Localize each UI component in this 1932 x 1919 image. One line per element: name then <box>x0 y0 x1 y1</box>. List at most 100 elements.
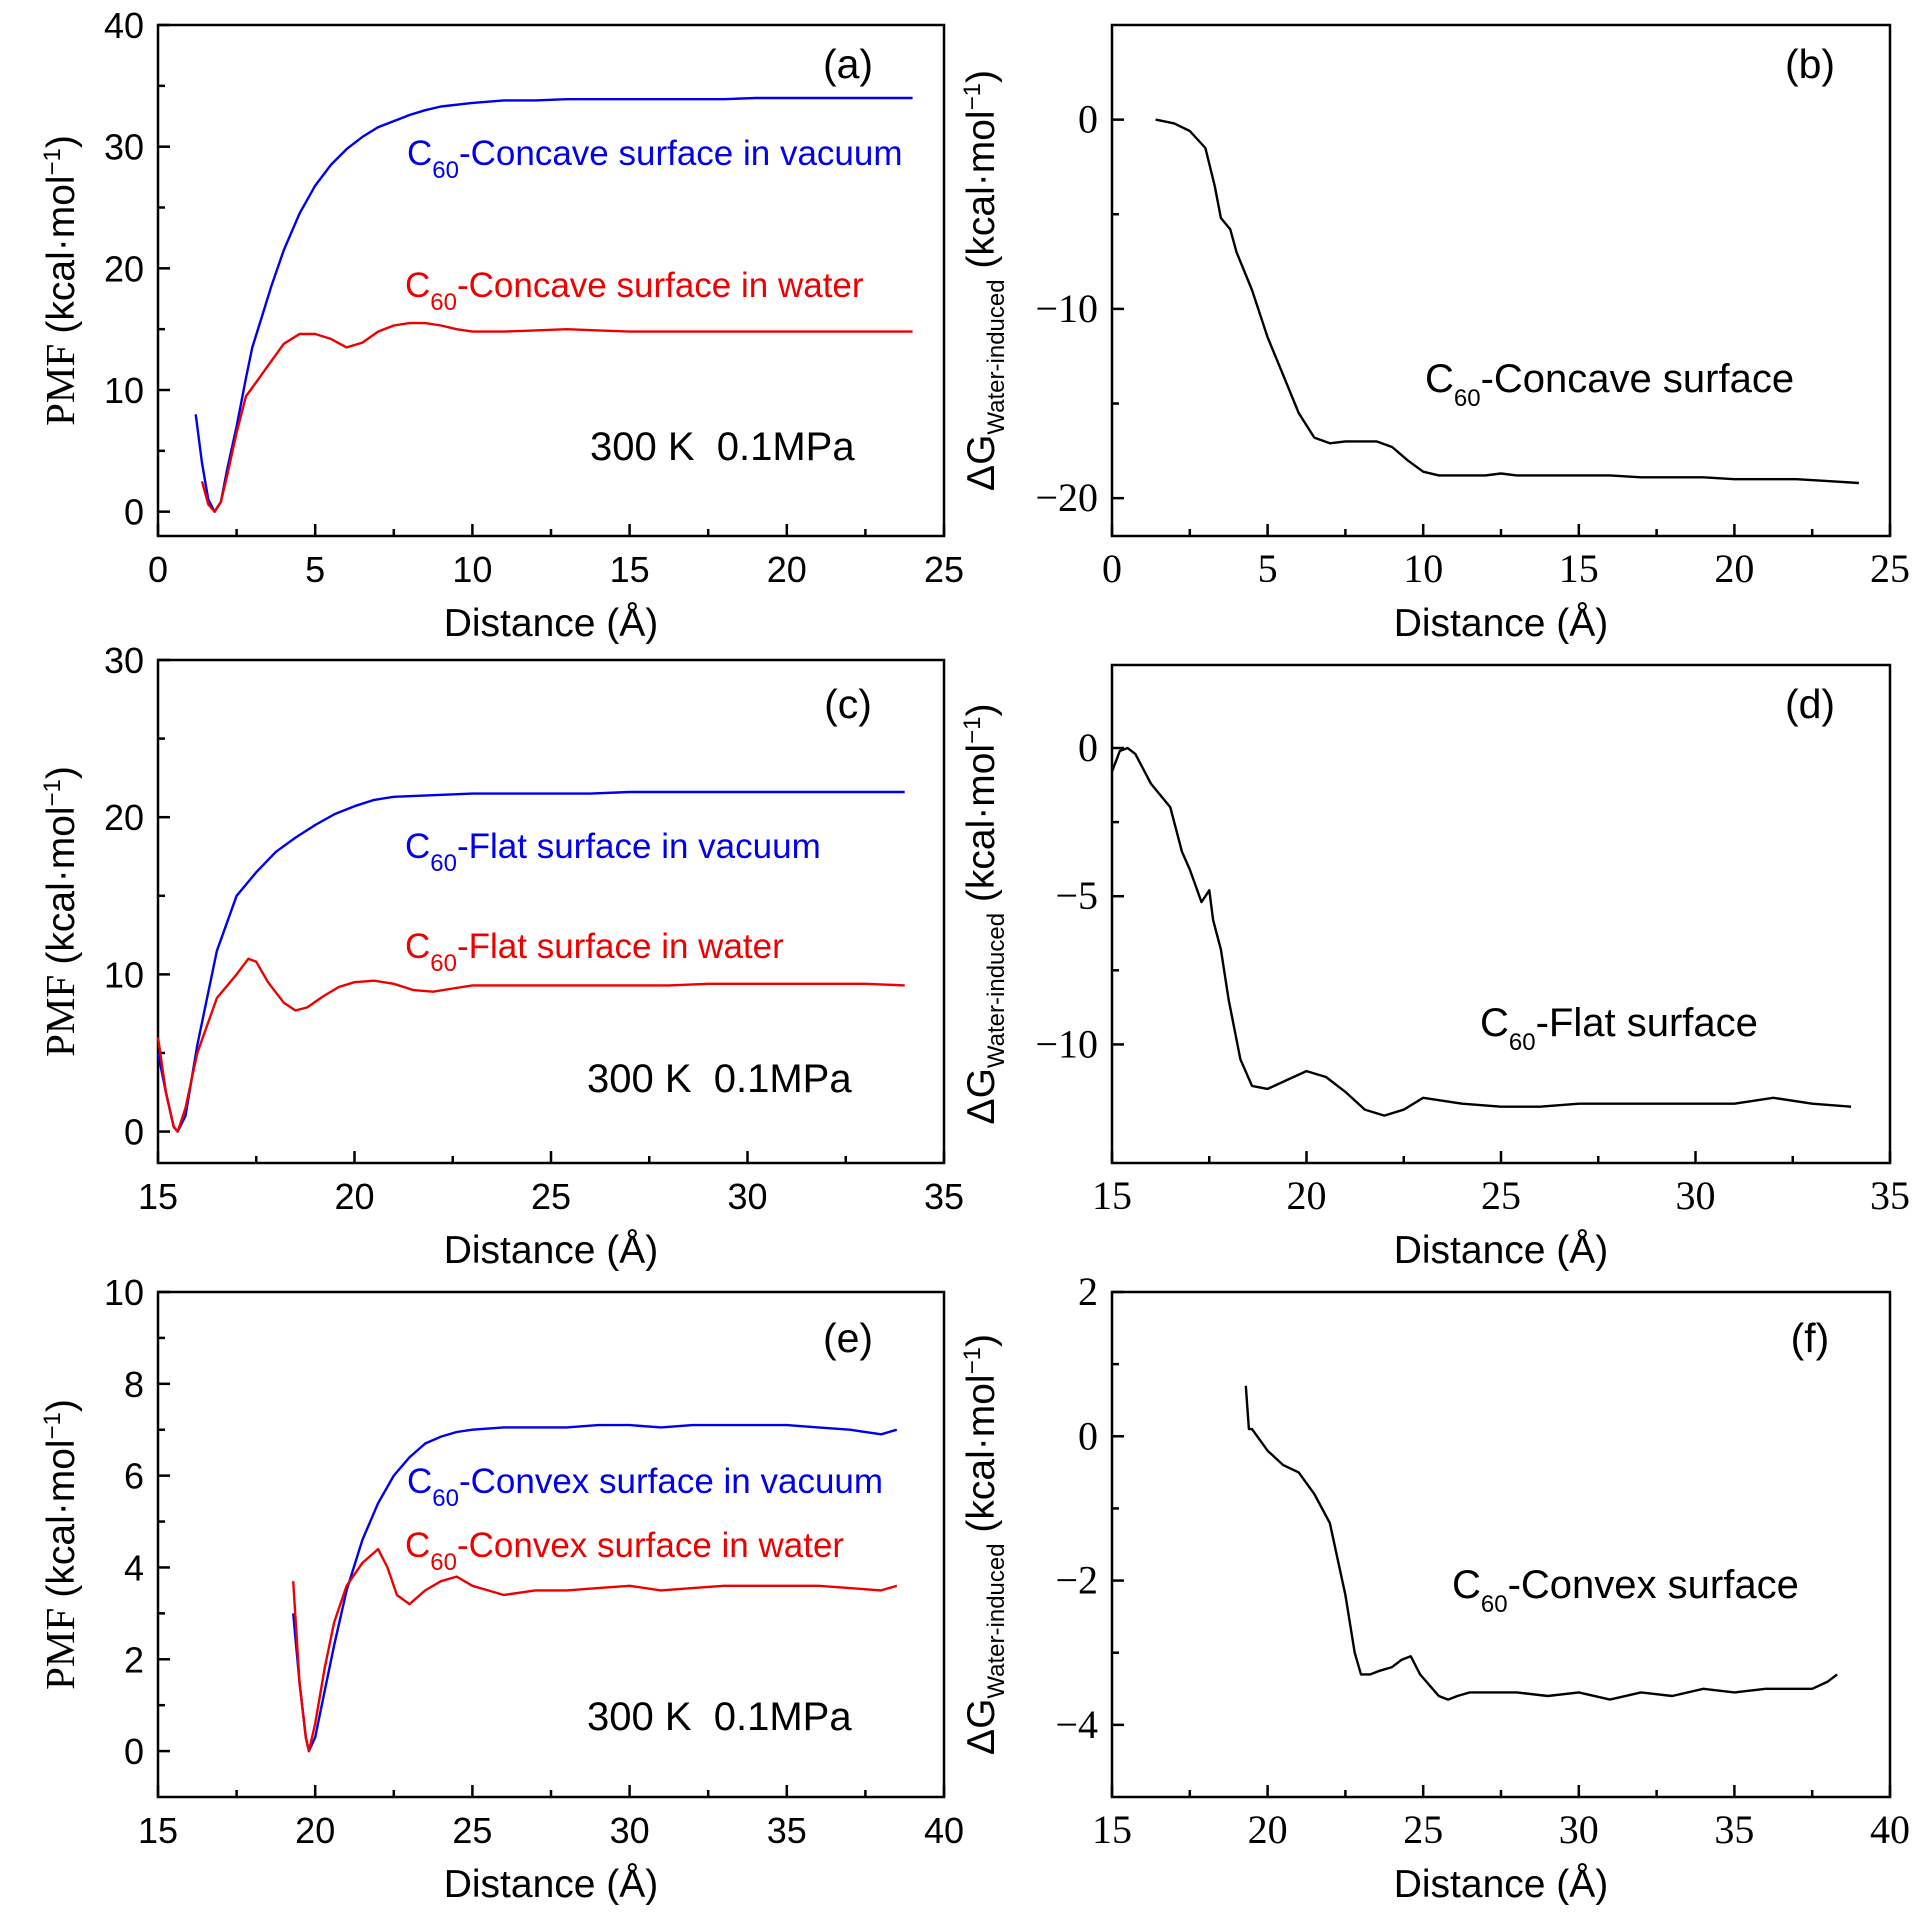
series-label-c: C <box>405 1526 430 1565</box>
y-tick-label: 10 <box>104 1272 144 1313</box>
y-axis-title-sub: Water-induced <box>983 279 1010 434</box>
y-tick-label: 2 <box>1078 1269 1098 1314</box>
x-tick-label: 5 <box>1258 546 1278 591</box>
y-axis-title: PMF (kcal·mol−1) <box>37 135 83 426</box>
annotation-sub: 60 <box>1509 1029 1536 1056</box>
panel-tag: (f) <box>1791 1315 1830 1361</box>
condition-label: 300 K 0.1MPa <box>587 1695 852 1739</box>
series-label-rest: -Concave surface in vacuum <box>459 134 903 173</box>
x-tick-label: 35 <box>1870 1173 1910 1218</box>
y-tick-label: 8 <box>124 1364 144 1405</box>
series-label: C60-Convex surface in vacuum <box>407 1462 883 1512</box>
series-label-sub: 60 <box>432 157 459 184</box>
series-label-c: C <box>407 1462 432 1501</box>
panel-tag: (e) <box>823 1315 873 1361</box>
series-line-water <box>200 321 913 513</box>
annotation-c: C <box>1480 1001 1509 1045</box>
y-axis-title-units: (kcal·mol <box>40 806 83 964</box>
series-label-c: C <box>405 266 430 305</box>
x-tick-label: 15 <box>1092 1173 1132 1218</box>
y-axis-title-close: ) <box>960 1334 1003 1347</box>
series-label-rest: -Convex surface in water <box>457 1526 844 1565</box>
panel-tag: (b) <box>1785 41 1835 87</box>
series-label: C60-Flat surface in vacuum <box>405 827 821 877</box>
x-tick-label: 30 <box>610 1810 650 1851</box>
panel-c: 15 20 25 30 35 0 10 20 30 Distance (Å) PMF (kcal·m… <box>37 640 964 1272</box>
panel-tag: (d) <box>1785 681 1835 727</box>
annotation-sub: 60 <box>1454 385 1481 412</box>
x-axis-title: Distance (Å) <box>1394 1862 1609 1906</box>
series-line-water-induced <box>1244 1385 1838 1701</box>
plot-frame <box>1110 663 1892 1165</box>
series-label-rest: -Flat surface in water <box>457 927 784 966</box>
series-label-c: C <box>405 827 430 866</box>
y-tick-label: 10 <box>104 954 144 995</box>
y-axis-title-sub: Water-induced <box>983 1543 1010 1698</box>
x-tick-label: 15 <box>610 549 650 590</box>
panel-a: 0 5 10 15 20 25 0 10 20 30 40 Distance (Å) PMF (kcal… <box>37 5 964 645</box>
y-axis-title-pmf: PMF <box>37 1598 83 1690</box>
series-label-sub: 60 <box>432 1485 459 1512</box>
y-axis-title-exp: −1 <box>959 717 986 744</box>
x-tick-label: 15 <box>138 1176 178 1217</box>
x-tick-label: 15 <box>1559 546 1599 591</box>
series-label-rest: -Convex surface in vacuum <box>459 1462 883 1501</box>
series-label-c: C <box>407 134 432 173</box>
x-tick-label: 10 <box>452 549 492 590</box>
y-axis-title: ΔGWater-induced (kcal·mol−1) <box>959 704 1010 1125</box>
x-tick-label: 25 <box>924 549 964 590</box>
y-tick-label: −4 <box>1055 1702 1098 1747</box>
series-label-sub: 60 <box>430 1549 457 1576</box>
plot-frame <box>1110 1290 1892 1799</box>
x-tick-label: 20 <box>1714 546 1754 591</box>
series-line-water <box>156 957 905 1133</box>
y-axis-title-units: (kcal·mol <box>960 110 1003 279</box>
x-tick-label: 15 <box>138 1810 178 1851</box>
panel-f: 15 20 25 30 35 40 −4 −2 0 2 Distance (Å) ΔGWater-in… <box>959 1269 1910 1906</box>
y-axis-title-pmf: PMF <box>37 334 83 426</box>
y-axis-title-exp: −1 <box>39 779 66 806</box>
y-axis-title: PMF (kcal·mol−1) <box>37 1399 83 1690</box>
y-tick-label: 30 <box>104 640 144 681</box>
panel-tag: (a) <box>823 41 873 87</box>
series-line-vacuum <box>292 1423 898 1753</box>
x-tick-label: 35 <box>924 1176 964 1217</box>
series-label-rest: -Concave surface in water <box>457 266 864 305</box>
y-tick-label: 0 <box>124 1112 144 1153</box>
x-tick-label: 25 <box>452 1810 492 1851</box>
y-tick-label: 2 <box>124 1639 144 1680</box>
y-tick-label: −10 <box>1035 1021 1098 1066</box>
y-tick-label: 20 <box>104 248 144 289</box>
y-tick-label: −20 <box>1035 475 1098 520</box>
annotation-rest: -Concave surface <box>1481 357 1794 401</box>
y-axis-title-exp: −1 <box>959 83 986 110</box>
y-axis-title-exp: −1 <box>39 148 66 175</box>
panel-d: 15 20 25 30 35 −10 −5 0 Distance (Å) ΔGWater-indu… <box>959 663 1910 1272</box>
series-label: C60-Concave surface in water <box>405 266 864 316</box>
annotation-label: C60-Convex surface <box>1452 1563 1799 1618</box>
y-axis-title: ΔGWater-induced (kcal·mol−1) <box>959 70 1010 491</box>
series-line-vacuum <box>194 96 913 513</box>
series-line-water-induced <box>1110 746 1852 1117</box>
y-axis-title-close: ) <box>40 135 83 148</box>
y-axis-title: ΔGWater-induced (kcal·mol−1) <box>959 1334 1010 1755</box>
x-tick-label: 10 <box>1403 546 1443 591</box>
condition-label: 300 K 0.1MPa <box>587 1057 852 1101</box>
y-tick-label: 0 <box>124 492 144 533</box>
series-label: C60-Concave surface in vacuum <box>407 134 903 184</box>
y-tick-label: 40 <box>104 5 144 46</box>
y-axis-title-dg: ΔG <box>960 1068 1003 1124</box>
annotation-label: C60-Concave surface <box>1425 357 1794 412</box>
y-tick-label: −5 <box>1055 873 1098 918</box>
series-line-water-induced <box>1155 118 1859 485</box>
x-tick-label: 30 <box>1676 1173 1716 1218</box>
y-axis-title-close: ) <box>960 70 1003 83</box>
x-tick-label: 25 <box>1481 1173 1521 1218</box>
y-axis-title-dg: ΔG <box>960 1699 1003 1755</box>
x-axis-title: Distance (Å) <box>1394 601 1609 645</box>
y-axis-title-units: (kcal·mol <box>40 1439 83 1597</box>
x-tick-label: 0 <box>148 549 168 590</box>
x-tick-label: 30 <box>727 1176 767 1217</box>
annotation-label: C60-Flat surface <box>1480 1001 1758 1056</box>
